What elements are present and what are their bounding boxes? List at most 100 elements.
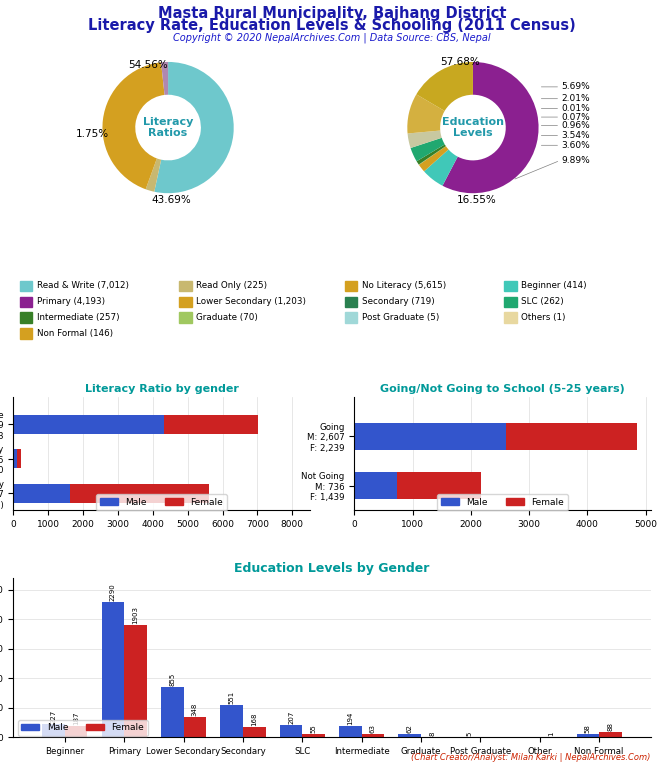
Text: 0.07%: 0.07% bbox=[562, 113, 590, 121]
Text: 2290: 2290 bbox=[110, 584, 116, 601]
Bar bbox=[345, 280, 357, 291]
Bar bbox=[17, 449, 21, 468]
Bar bbox=[243, 727, 266, 737]
Text: 5: 5 bbox=[466, 732, 472, 736]
Wedge shape bbox=[416, 144, 446, 164]
Text: Literacy Rate, Education Levels & Schooling (2011 Census): Literacy Rate, Education Levels & School… bbox=[88, 18, 576, 34]
Bar bbox=[397, 472, 481, 499]
Text: 551: 551 bbox=[228, 690, 234, 703]
Text: 62: 62 bbox=[407, 723, 413, 733]
Text: 2.01%: 2.01% bbox=[562, 94, 590, 103]
Text: 855: 855 bbox=[169, 673, 175, 686]
Bar bbox=[161, 687, 183, 737]
Text: 63: 63 bbox=[370, 723, 376, 733]
Bar bbox=[13, 484, 70, 502]
Text: 55: 55 bbox=[311, 724, 317, 733]
Text: 8: 8 bbox=[430, 731, 436, 736]
Bar bbox=[20, 296, 33, 307]
Text: 9.89%: 9.89% bbox=[562, 156, 590, 165]
Text: 0.01%: 0.01% bbox=[562, 104, 590, 113]
Text: Post Graduate (5): Post Graduate (5) bbox=[362, 313, 440, 323]
Text: Beginner (414): Beginner (414) bbox=[521, 281, 587, 290]
Legend: Male, Female: Male, Female bbox=[96, 494, 226, 511]
Text: 43.69%: 43.69% bbox=[151, 195, 191, 205]
Wedge shape bbox=[416, 62, 473, 111]
Wedge shape bbox=[419, 146, 446, 165]
Bar bbox=[504, 296, 517, 307]
Bar bbox=[576, 734, 599, 737]
Bar bbox=[65, 727, 88, 737]
Text: Education
Levels: Education Levels bbox=[442, 117, 504, 138]
Text: Intermediate (257): Intermediate (257) bbox=[37, 313, 120, 323]
Bar bbox=[354, 472, 397, 499]
Text: 88: 88 bbox=[608, 722, 614, 731]
Bar bbox=[362, 733, 384, 737]
Text: Masta Rural Municipality, Bajhang District: Masta Rural Municipality, Bajhang Distri… bbox=[158, 6, 506, 22]
Bar bbox=[504, 313, 517, 323]
Bar bbox=[20, 329, 33, 339]
Text: 1.75%: 1.75% bbox=[76, 129, 109, 139]
Text: 348: 348 bbox=[192, 702, 198, 716]
Bar bbox=[124, 625, 147, 737]
Bar bbox=[345, 313, 357, 323]
Bar bbox=[179, 296, 192, 307]
Text: Graduate (70): Graduate (70) bbox=[197, 313, 258, 323]
Wedge shape bbox=[408, 131, 442, 148]
Bar bbox=[183, 717, 206, 737]
Text: 0.96%: 0.96% bbox=[562, 121, 590, 130]
Wedge shape bbox=[410, 137, 445, 161]
Wedge shape bbox=[102, 62, 165, 189]
Text: Read Only (225): Read Only (225) bbox=[197, 281, 268, 290]
Text: Primary (4,193): Primary (4,193) bbox=[37, 297, 105, 306]
Bar bbox=[42, 724, 65, 737]
Text: 1: 1 bbox=[548, 732, 554, 737]
Bar bbox=[163, 415, 258, 434]
Wedge shape bbox=[154, 62, 234, 194]
Wedge shape bbox=[419, 146, 448, 171]
Text: Read & Write (7,012): Read & Write (7,012) bbox=[37, 281, 129, 290]
Legend: Male, Female: Male, Female bbox=[438, 494, 568, 511]
Text: Copyright © 2020 NepalArchives.Com | Data Source: CBS, Nepal: Copyright © 2020 NepalArchives.Com | Dat… bbox=[173, 32, 491, 43]
Bar bbox=[102, 602, 124, 737]
Text: 187: 187 bbox=[73, 712, 79, 725]
Text: Literacy
Ratios: Literacy Ratios bbox=[143, 117, 193, 138]
Text: 58: 58 bbox=[585, 724, 591, 733]
Wedge shape bbox=[419, 146, 446, 165]
Bar bbox=[20, 280, 33, 291]
Text: Secondary (719): Secondary (719) bbox=[362, 297, 435, 306]
Title: Going/Not Going to School (5-25 years): Going/Not Going to School (5-25 years) bbox=[380, 385, 625, 395]
Bar bbox=[398, 733, 421, 737]
Wedge shape bbox=[145, 158, 161, 192]
Wedge shape bbox=[424, 150, 457, 186]
Bar bbox=[220, 705, 243, 737]
Bar bbox=[280, 725, 302, 737]
Text: 16.55%: 16.55% bbox=[456, 195, 496, 205]
Text: 1903: 1903 bbox=[133, 606, 139, 624]
Text: 54.56%: 54.56% bbox=[129, 60, 168, 70]
Text: 5.69%: 5.69% bbox=[562, 82, 590, 91]
Text: 227: 227 bbox=[50, 710, 56, 723]
Bar bbox=[345, 296, 357, 307]
Text: 207: 207 bbox=[288, 710, 294, 724]
Bar bbox=[20, 313, 33, 323]
Wedge shape bbox=[407, 94, 445, 134]
Title: Education Levels by Gender: Education Levels by Gender bbox=[234, 562, 430, 575]
Bar bbox=[302, 734, 325, 737]
Bar bbox=[13, 449, 17, 468]
Text: Others (1): Others (1) bbox=[521, 313, 566, 323]
Text: SLC (262): SLC (262) bbox=[521, 297, 564, 306]
Text: Non Formal (146): Non Formal (146) bbox=[37, 329, 113, 338]
Wedge shape bbox=[442, 62, 539, 194]
Text: 3.60%: 3.60% bbox=[562, 141, 590, 150]
Bar bbox=[339, 726, 362, 737]
Bar bbox=[354, 422, 506, 450]
Text: 3.54%: 3.54% bbox=[562, 131, 590, 140]
Bar bbox=[70, 484, 209, 502]
Text: 194: 194 bbox=[347, 711, 353, 725]
Text: 168: 168 bbox=[251, 713, 257, 727]
Bar bbox=[179, 280, 192, 291]
Wedge shape bbox=[161, 62, 168, 95]
Text: (Chart Creator/Analyst: Milan Karki | NepalArchives.Com): (Chart Creator/Analyst: Milan Karki | Ne… bbox=[411, 753, 651, 762]
Bar bbox=[504, 280, 517, 291]
Bar bbox=[506, 422, 637, 450]
